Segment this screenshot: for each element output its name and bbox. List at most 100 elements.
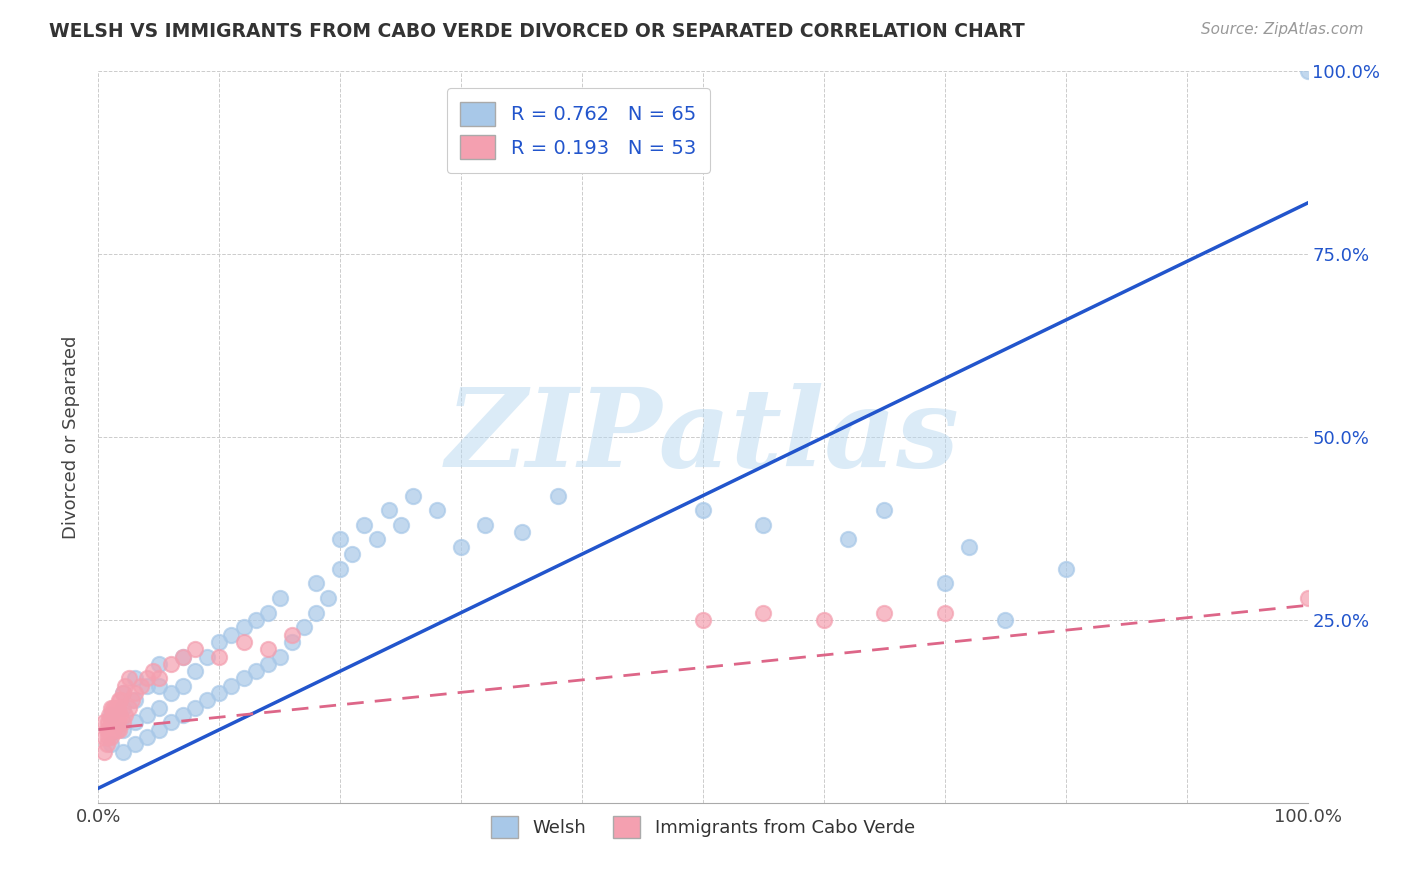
Point bbox=[377, 503, 399, 517]
Point bbox=[184, 642, 207, 657]
Point bbox=[184, 664, 207, 678]
Text: Source: ZipAtlas.com: Source: ZipAtlas.com bbox=[1201, 22, 1364, 37]
Point bbox=[305, 576, 328, 591]
Legend: Welsh, Immigrants from Cabo Verde: Welsh, Immigrants from Cabo Verde bbox=[484, 808, 922, 845]
Point bbox=[114, 708, 136, 723]
Point bbox=[118, 700, 141, 714]
Point bbox=[111, 700, 134, 714]
Point bbox=[195, 693, 218, 707]
Point bbox=[269, 649, 291, 664]
Point bbox=[118, 672, 141, 686]
Point bbox=[105, 708, 128, 723]
Point bbox=[97, 715, 120, 730]
Point bbox=[208, 686, 231, 700]
Point bbox=[366, 533, 388, 547]
Point bbox=[402, 489, 425, 503]
Point bbox=[245, 664, 267, 678]
Point bbox=[104, 715, 127, 730]
Point bbox=[108, 693, 131, 707]
Point bbox=[752, 606, 775, 620]
Point bbox=[208, 635, 231, 649]
Point bbox=[256, 606, 278, 620]
Point bbox=[329, 533, 352, 547]
Point bbox=[103, 723, 125, 737]
Point bbox=[353, 517, 375, 532]
Point bbox=[101, 715, 124, 730]
Point bbox=[121, 693, 143, 707]
Point bbox=[1054, 562, 1077, 576]
Text: WELSH VS IMMIGRANTS FROM CABO VERDE DIVORCED OR SEPARATED CORRELATION CHART: WELSH VS IMMIGRANTS FROM CABO VERDE DIVO… bbox=[49, 22, 1025, 41]
Point bbox=[281, 635, 304, 649]
Point bbox=[329, 562, 352, 576]
Point bbox=[104, 700, 127, 714]
Point bbox=[135, 708, 157, 723]
Point bbox=[281, 627, 304, 641]
Point bbox=[135, 679, 157, 693]
Point bbox=[934, 576, 956, 591]
Point bbox=[100, 737, 122, 751]
Point bbox=[124, 672, 146, 686]
Point bbox=[221, 679, 243, 693]
Point bbox=[184, 700, 207, 714]
Point bbox=[160, 657, 183, 671]
Point bbox=[135, 672, 157, 686]
Point bbox=[107, 715, 129, 730]
Point bbox=[692, 503, 714, 517]
Point bbox=[256, 642, 278, 657]
Point bbox=[1296, 64, 1319, 78]
Point bbox=[172, 708, 194, 723]
Point bbox=[111, 723, 134, 737]
Point bbox=[752, 517, 775, 532]
Point bbox=[98, 708, 121, 723]
Point bbox=[148, 723, 170, 737]
Point bbox=[316, 591, 339, 605]
Point bbox=[292, 620, 315, 634]
Point bbox=[269, 591, 291, 605]
Point bbox=[100, 700, 122, 714]
Point bbox=[232, 620, 254, 634]
Point bbox=[108, 708, 131, 723]
Point bbox=[450, 540, 472, 554]
Point bbox=[93, 745, 115, 759]
Point bbox=[547, 489, 569, 503]
Point bbox=[100, 723, 122, 737]
Point bbox=[148, 657, 170, 671]
Point bbox=[111, 686, 134, 700]
Point bbox=[692, 613, 714, 627]
Point bbox=[100, 708, 122, 723]
Point bbox=[208, 649, 231, 664]
Point bbox=[111, 715, 134, 730]
Point bbox=[124, 715, 146, 730]
Point bbox=[100, 708, 122, 723]
Point bbox=[114, 679, 136, 693]
Point bbox=[160, 686, 183, 700]
Point bbox=[100, 715, 122, 730]
Point bbox=[873, 503, 896, 517]
Point bbox=[111, 686, 134, 700]
Point bbox=[105, 723, 128, 737]
Point bbox=[305, 606, 328, 620]
Y-axis label: Divorced or Separated: Divorced or Separated bbox=[62, 335, 80, 539]
Point bbox=[342, 547, 364, 561]
Point bbox=[813, 613, 835, 627]
Point bbox=[256, 657, 278, 671]
Point bbox=[124, 737, 146, 751]
Point bbox=[148, 672, 170, 686]
Point bbox=[124, 686, 146, 700]
Point bbox=[98, 723, 121, 737]
Point bbox=[389, 517, 412, 532]
Point bbox=[426, 503, 449, 517]
Point bbox=[96, 723, 118, 737]
Point bbox=[232, 672, 254, 686]
Point bbox=[108, 693, 131, 707]
Point bbox=[172, 649, 194, 664]
Point bbox=[934, 606, 956, 620]
Point bbox=[101, 700, 124, 714]
Point bbox=[994, 613, 1017, 627]
Point bbox=[111, 745, 134, 759]
Text: ZIPatlas: ZIPatlas bbox=[446, 384, 960, 491]
Point bbox=[510, 525, 533, 540]
Point bbox=[103, 708, 125, 723]
Point bbox=[245, 613, 267, 627]
Point bbox=[135, 730, 157, 744]
